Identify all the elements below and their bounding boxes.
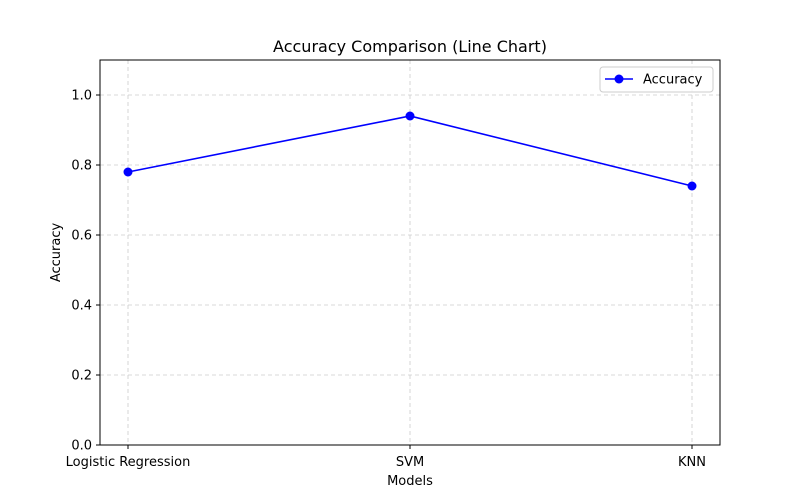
y-axis: 0.0 0.2 0.4 0.6 0.8 1.0: [71, 89, 100, 454]
y-axis-label: Accuracy: [49, 223, 64, 283]
data-point: [687, 181, 697, 191]
x-axis: Logistic Regression SVM KNN: [66, 445, 706, 470]
legend-series-marker: [614, 74, 624, 84]
y-tick-label: 0.8: [71, 159, 92, 174]
chart-title: Accuracy Comparison (Line Chart): [273, 37, 547, 56]
data-point: [123, 167, 133, 177]
legend-series-label: Accuracy: [643, 73, 703, 88]
y-tick-label: 0.4: [71, 299, 92, 314]
x-axis-label: Models: [387, 474, 433, 489]
x-tick-label: SVM: [396, 455, 424, 470]
legend: Accuracy: [599, 66, 714, 93]
series-layer: [123, 111, 697, 191]
legend-box: [599, 66, 714, 93]
data-point: [405, 111, 415, 121]
y-tick-label: 0.6: [71, 229, 92, 244]
y-tick-label: 1.0: [71, 89, 92, 104]
y-tick-label: 0.0: [71, 439, 92, 454]
x-tick-label: KNN: [678, 455, 706, 470]
x-tick-label: Logistic Regression: [66, 455, 191, 470]
y-tick-label: 0.2: [71, 369, 92, 384]
